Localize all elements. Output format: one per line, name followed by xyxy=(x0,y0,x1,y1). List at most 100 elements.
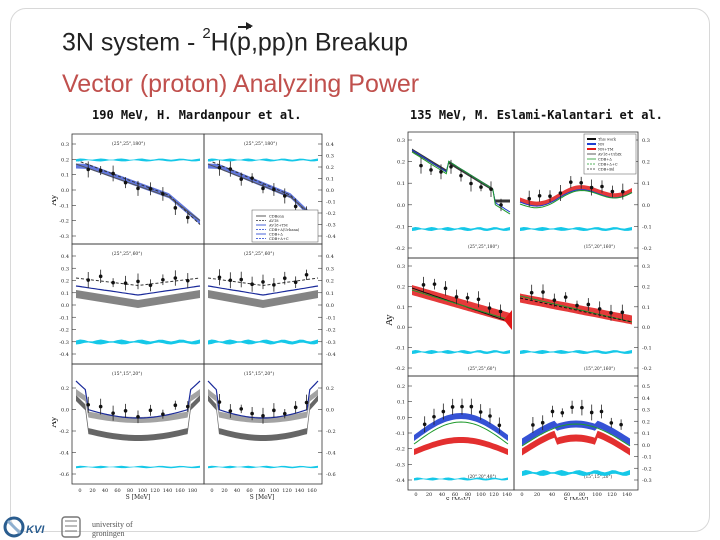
left-xtick-label: 120 xyxy=(150,488,160,494)
right-xtick-label: 140 xyxy=(622,492,632,498)
right-y2axis-mid-tick-label: 0.1 xyxy=(642,305,650,311)
left-yaxis-mid-tick-label: -0.1 xyxy=(59,315,69,321)
right-row1-data-a-point xyxy=(459,173,463,178)
left-y2axis-top-tick-label: 0.0 xyxy=(326,188,334,194)
left-row2-data-1-point xyxy=(239,277,244,282)
right-row1-data-b-point xyxy=(569,180,573,184)
right-row2-data-a-point xyxy=(487,306,492,310)
right-y2axis-mid-tick-label: 0.3 xyxy=(642,264,650,270)
left-row1-data-0-point xyxy=(123,180,128,185)
footer-logos: KVI university of groningen xyxy=(0,513,200,540)
right-row3-curve-b xyxy=(521,423,631,447)
left-yaxis-bot-tick-label: -0.2 xyxy=(59,429,69,435)
right-row1-data-a-point xyxy=(439,170,443,174)
right-row2-data-b-point xyxy=(609,311,613,315)
right-yaxis-top-tick-label: 0.3 xyxy=(397,138,405,144)
right-row3-data-b-point xyxy=(619,422,623,427)
right-row1-curve2-b xyxy=(519,189,633,209)
left-row2-curve-1 xyxy=(207,285,319,296)
right-y2axis-bot-tick-label: 0.4 xyxy=(642,396,650,402)
right-row3-data-a-point xyxy=(488,414,492,418)
left-row3-data-1-point xyxy=(282,411,287,416)
right-y2axis-bot-tick-label: -0.2 xyxy=(642,466,652,472)
right-xtick-label: 120 xyxy=(607,492,617,498)
right-row2-data-a-point xyxy=(443,286,448,291)
right-row2-curve2-a xyxy=(411,289,511,321)
right-row1-data-a-point xyxy=(429,168,433,172)
right-y2axis-mid-tick-label: 0.2 xyxy=(642,284,650,290)
left-yaxis-mid-tick-label: 0.2 xyxy=(61,279,69,285)
left-y2axis-top-tick-label: -0.1 xyxy=(326,200,336,206)
left-row3-data-1-point xyxy=(250,411,254,416)
left-y2axis-bot-tick-label: 0.0 xyxy=(326,408,334,414)
right-xtick-label: 0 xyxy=(414,492,417,498)
left-y2axis-top-tick-label: 0.4 xyxy=(326,142,334,148)
right-row1-data-b-point xyxy=(621,189,625,194)
left-xtick-label: 40 xyxy=(234,488,240,494)
left-row2-band-0 xyxy=(76,290,200,308)
right-row2-data-b-point xyxy=(529,290,534,295)
left-yaxis-mid-tick-label: 0.4 xyxy=(61,254,69,260)
right-row3-data-b-point xyxy=(550,409,555,414)
right-row2-data-a-point xyxy=(465,295,470,300)
right-y2axis-bot-tick-label: 0.3 xyxy=(642,408,650,414)
right-legend-label: CDB+Δ+C xyxy=(598,163,618,167)
left-row1-cyan-0 xyxy=(76,158,200,162)
left-y2axis-mid-tick-label: 0.2 xyxy=(326,279,334,285)
left-row3-data-0-point xyxy=(173,403,178,407)
right-xtick-label: 100 xyxy=(592,492,602,498)
right-y2axis-mid-tick-label: -0.2 xyxy=(642,366,652,372)
right-row3-data-a-point xyxy=(478,410,483,414)
university-name: university of groningen xyxy=(92,520,133,538)
left-row2-data-1-point xyxy=(293,280,298,284)
left-yaxis-top-tick-label: -0.3 xyxy=(59,234,69,240)
right-yaxis-top-tick-label: -0.1 xyxy=(395,224,405,230)
left-row3-data-0-point xyxy=(123,409,128,413)
left-row3-data-1-point xyxy=(261,414,265,418)
left-config-label: (25°,25°,180°) xyxy=(112,140,145,147)
left-row2-data-1-point xyxy=(272,283,276,287)
right-y2axis-bot-tick-label: -0.3 xyxy=(642,478,652,484)
right-row2-data-a-point xyxy=(498,309,503,314)
right-row1-data-b-point xyxy=(558,191,563,195)
left-legend-label: CDB+Δ xyxy=(269,233,283,237)
right-yaxis-bot-tick-label: -0.3 xyxy=(395,462,405,468)
left-ylabel-top: Ay xyxy=(52,193,59,206)
left-yaxis-mid-tick-label: 0.1 xyxy=(61,291,69,297)
right-yaxis-mid-tick-label: 0.2 xyxy=(397,284,405,290)
left-y2axis-mid-tick-label: -0.2 xyxy=(326,328,336,334)
right-xtick-label: 140 xyxy=(502,492,512,498)
left-row2-cyan-0 xyxy=(76,339,200,345)
left-row3-data-0-point xyxy=(148,408,153,413)
left-xlabel: S [MeV] xyxy=(250,494,275,500)
right-config-label: (25°,25°,180°) xyxy=(468,244,499,249)
left-row3-data-1-point xyxy=(239,407,244,411)
right-row1-data-b-point xyxy=(579,180,583,185)
kvi-text: KVI xyxy=(26,524,45,536)
left-y2axis-bot-tick-label: -0.6 xyxy=(326,472,336,478)
right-row2-cyan-a xyxy=(412,350,510,354)
right-config-label: (15°,20°,160°) xyxy=(584,366,615,371)
left-config-label: (25°,25°,180°) xyxy=(244,140,277,147)
left-yaxis-mid-tick-label: 0.0 xyxy=(61,303,69,309)
right-config-label: (15°,20°,160°) xyxy=(584,244,615,249)
left-xtick-label: 0 xyxy=(78,488,81,494)
right-row2-data-a-point xyxy=(454,295,459,299)
left-yaxis-top-tick-label: 0.3 xyxy=(61,142,69,148)
left-xtick-label: 40 xyxy=(102,488,108,494)
left-y2axis-mid-tick-label: -0.1 xyxy=(326,315,336,321)
left-legend-label: CDBonn xyxy=(269,215,285,219)
right-xlabel: S [MeV] xyxy=(446,497,471,500)
left-y2axis-bot-tick-label: 0.2 xyxy=(326,386,334,392)
right-row3-data-b-point xyxy=(560,410,565,415)
right-legend-label: NN xyxy=(598,143,604,147)
left-row1-data-1-point xyxy=(217,165,222,170)
slide-subtitle: Vector (proton) Analyzing Power xyxy=(62,70,420,98)
left-y2axis-top-tick-label: 0.3 xyxy=(326,154,334,160)
right-yaxis-top-tick-label: -0.2 xyxy=(395,246,405,252)
left-yaxis-bot-tick-label: -0.4 xyxy=(59,451,69,457)
right-y2axis-top-tick-label: -0.2 xyxy=(642,246,652,252)
left-y2axis-bot-tick-label: -0.4 xyxy=(326,451,336,457)
right-row2-data-b-point xyxy=(552,298,557,302)
right-legend-label: AV18+UrbIX xyxy=(597,153,622,157)
